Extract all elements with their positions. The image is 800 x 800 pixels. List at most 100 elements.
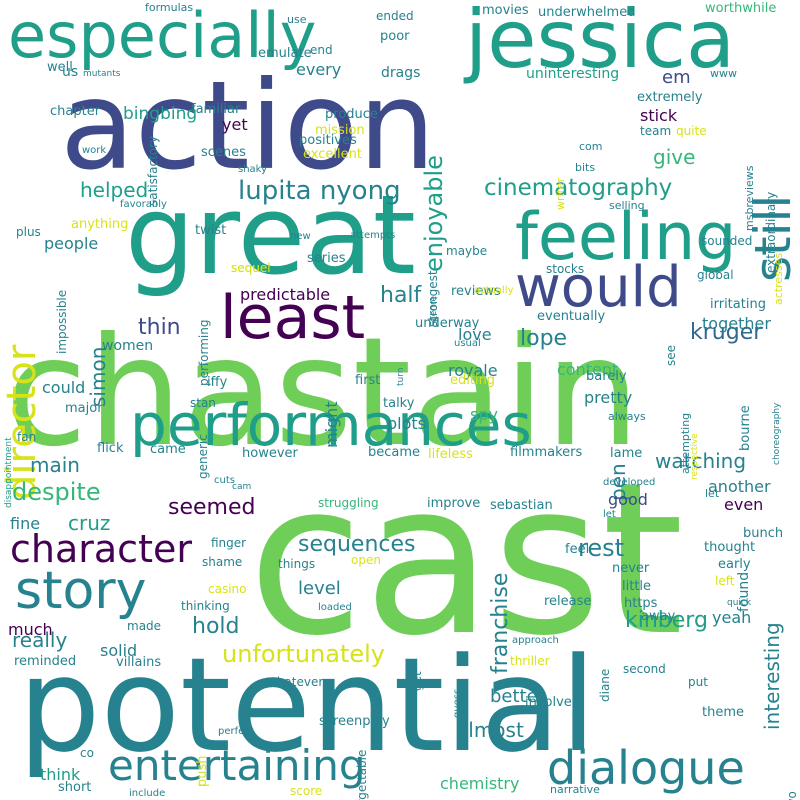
word-could: could [42,378,86,397]
word-stocks: stocks [546,262,585,276]
word-release: release [544,594,592,609]
word-filmmakers: filmmakers [510,445,583,460]
word-story: story [15,561,147,621]
word-content: content [557,360,619,379]
word-let: let [705,487,720,500]
word-cam: cam [232,482,252,492]
word-little: little [622,579,652,594]
word-positives: positives [299,133,357,148]
word-thriller: thriller [510,654,550,668]
word-thought: thought [704,540,756,555]
word-hold: hold [192,614,240,639]
word-score: score [290,784,323,798]
word-https: https [624,596,658,611]
word-excellent: excellent [303,147,362,162]
word-yet: yet [222,115,248,134]
word-cast: cast [248,437,684,682]
word-drags: drags [381,65,421,81]
word-sebastian: sebastian [490,498,553,513]
word-poor: poor [380,29,410,44]
word-generic: generic [196,434,210,479]
word-guess: guess [452,688,463,718]
word-would: would [515,255,682,320]
word-put: put [688,675,708,689]
word-away: away [641,609,676,624]
word-pretty: pretty [584,388,633,407]
word-came: came [150,442,186,457]
word-became: became [368,445,421,460]
word-give: give [653,145,696,169]
word-attempting: attempting [679,412,692,474]
word-chapter: chapter [50,104,101,119]
word-kinberg: kinberg [625,608,708,633]
word-first: first [355,373,381,388]
word-anything: anything [71,217,129,232]
word-uninteresting: uninteresting [526,66,620,82]
word-irritating: irritating [710,297,766,312]
word-dialogue: dialogue [547,741,745,795]
word-include: include [129,788,166,799]
word-mutants: mutants [83,69,121,79]
word-people: people [44,234,99,253]
word-plots: plots [387,414,426,433]
word-diane: diane [598,668,612,702]
word-quite: quite [676,124,707,138]
word-well: well [47,60,73,75]
word-push: push [195,755,210,787]
word-casino: casino [208,582,247,596]
word-shaky: shaky [238,164,268,175]
word-fan: fan [17,430,37,444]
word-potential: potential [18,629,597,781]
word-good: good [608,490,648,509]
word-whatever: whatever [267,675,324,689]
word-every: every [296,60,342,79]
word-reminded: reminded [14,654,77,669]
word-new: new [290,231,311,242]
word-eventually: eventually [537,309,606,324]
word-underwhelmed: underwhelmed [538,5,636,20]
word-plus: plus [16,225,41,239]
word-rest: rest [578,534,625,562]
word-actually: actually [474,285,514,296]
word-watching: watching [655,449,747,473]
word-sequel: sequel [231,261,271,275]
word-seemed: seemed [168,495,256,520]
word-chastain: chastain [5,306,641,480]
word-stan: stan [190,396,216,410]
word-main: main [30,453,80,477]
word-turn: turn [396,367,406,386]
word-underway: underway [415,316,480,331]
word-two: two [785,791,799,800]
word-together: together [702,314,771,333]
word-women: women [102,338,154,354]
word-co: co [80,746,94,760]
word-sequences: sequences [298,532,416,557]
word-another: another [708,477,771,496]
word-franchise: franchise [488,572,513,674]
word-forgettable: forgettable [355,749,369,800]
word-cinematography: cinematography [484,175,673,201]
word-talky: talky [383,396,415,411]
word-extremely: extremely [637,90,703,105]
word-ended: ended [376,9,414,23]
word-bingbing: bingbing [123,104,198,124]
word-respective: respective [690,433,700,480]
word-unfortunately: unfortunately [222,640,386,668]
word-never: never [612,561,650,576]
word-work: work [82,145,107,156]
word-open: open [351,553,381,567]
word-despite: despite [12,478,101,506]
word-developed: developed [603,477,656,488]
word-perfect: perfect [218,726,254,737]
word-really: really [12,628,68,652]
word-second: second [623,662,666,676]
word-entertaining: entertaining [108,741,366,790]
word-writer: writer [554,177,567,210]
word-reviews: reviews [451,284,501,299]
word-made: made [127,619,162,633]
word-quick: quick [727,598,752,608]
word-performances: performances [130,391,532,459]
word-mission: mission [315,123,365,138]
word-especially: especially [8,0,317,72]
